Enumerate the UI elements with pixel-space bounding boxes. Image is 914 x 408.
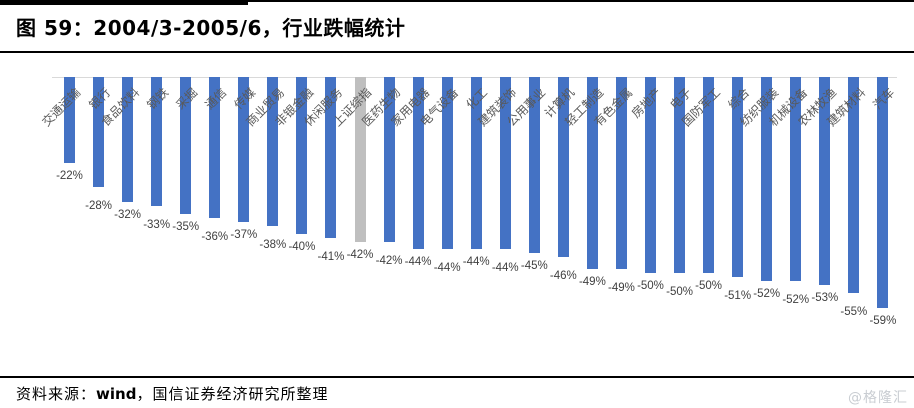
value-label: -59%	[869, 315, 897, 328]
watermark: @格隆汇	[848, 390, 908, 406]
bar	[238, 77, 250, 223]
value-label: -37%	[230, 229, 258, 242]
value-label: -50%	[695, 280, 723, 292]
category-label: 通信	[202, 85, 229, 113]
bar	[441, 77, 453, 250]
title-divider	[0, 51, 914, 53]
bar	[93, 77, 105, 187]
category-label: 采掘	[173, 85, 200, 113]
bar	[383, 77, 395, 242]
value-label: -50%	[666, 286, 693, 298]
bar	[877, 77, 889, 309]
figure-title: 图 59：2004/3-2005/6，行业跌幅统计	[16, 16, 406, 40]
value-label: -53%	[811, 291, 839, 304]
value-label: -22%	[56, 170, 83, 183]
bar	[267, 77, 279, 226]
value-label: -52%	[753, 287, 781, 300]
value-label: -49%	[608, 282, 635, 295]
value-label: -32%	[114, 209, 142, 222]
value-label: -49%	[578, 276, 606, 289]
category-label: 钢铁	[143, 85, 171, 113]
value-label: -45%	[520, 260, 548, 273]
source-note: 资料来源：wind，国信证券经济研究所整理	[16, 383, 328, 404]
bar-highlight	[354, 77, 366, 242]
value-label: -46%	[549, 270, 577, 283]
value-label: -33%	[143, 219, 171, 232]
value-label: -28%	[85, 199, 112, 212]
bar	[586, 77, 598, 270]
value-label: -42%	[346, 248, 374, 261]
bar	[412, 77, 424, 250]
bar	[848, 77, 860, 293]
value-label: -44%	[433, 262, 461, 275]
category-label: 交通运输	[39, 85, 84, 130]
bar	[674, 77, 686, 273]
bar	[325, 77, 337, 238]
bar	[470, 77, 482, 250]
value-label: -44%	[404, 256, 432, 269]
value-label: -41%	[317, 250, 345, 263]
bar	[645, 77, 656, 273]
bar	[209, 77, 221, 219]
value-label: -38%	[259, 238, 287, 251]
value-label: -36%	[201, 231, 229, 244]
value-label: -42%	[375, 254, 403, 267]
footer-divider	[0, 376, 914, 378]
bar	[180, 77, 192, 215]
value-label: -40%	[288, 240, 316, 253]
bar	[790, 77, 802, 281]
source-note-source: wind	[96, 385, 137, 403]
bar	[732, 77, 744, 277]
category-label: 汽车	[870, 85, 898, 113]
value-label: -44%	[462, 256, 490, 269]
bar	[528, 77, 540, 254]
bar	[122, 77, 134, 203]
bar	[64, 77, 75, 164]
value-label: -55%	[840, 305, 868, 318]
value-label: -35%	[172, 221, 200, 234]
bar	[819, 77, 831, 285]
top-rule-left-segment	[0, 0, 248, 5]
bar	[151, 77, 163, 207]
source-note-prefix: 资料来源：	[16, 385, 97, 403]
value-label: -50%	[637, 280, 664, 292]
bar	[761, 77, 773, 281]
value-label: -44%	[491, 262, 519, 275]
bar	[557, 77, 569, 258]
bar	[703, 77, 715, 273]
top-rule	[0, 0, 914, 2]
value-label: -52%	[782, 293, 810, 306]
source-note-suffix: ，国信证券经济研究所整理	[136, 385, 329, 403]
value-label: -51%	[724, 289, 752, 302]
bar	[615, 77, 627, 270]
bar	[499, 77, 511, 250]
bar	[296, 77, 308, 234]
